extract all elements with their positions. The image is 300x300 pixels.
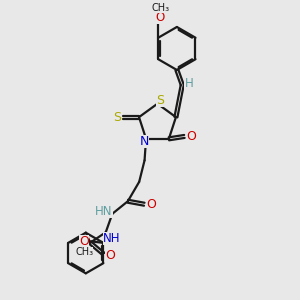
Text: N: N xyxy=(140,135,149,148)
Text: O: O xyxy=(156,11,165,24)
Text: S: S xyxy=(113,111,121,124)
Text: CH₃: CH₃ xyxy=(151,3,169,13)
Text: O: O xyxy=(146,198,156,211)
Text: O: O xyxy=(186,130,196,143)
Text: O: O xyxy=(79,235,89,248)
Text: O: O xyxy=(105,249,115,262)
Text: HN: HN xyxy=(95,205,113,218)
Text: H: H xyxy=(184,77,193,90)
Text: CH₃: CH₃ xyxy=(75,247,93,257)
Text: S: S xyxy=(157,94,164,106)
Text: NH: NH xyxy=(103,232,121,245)
